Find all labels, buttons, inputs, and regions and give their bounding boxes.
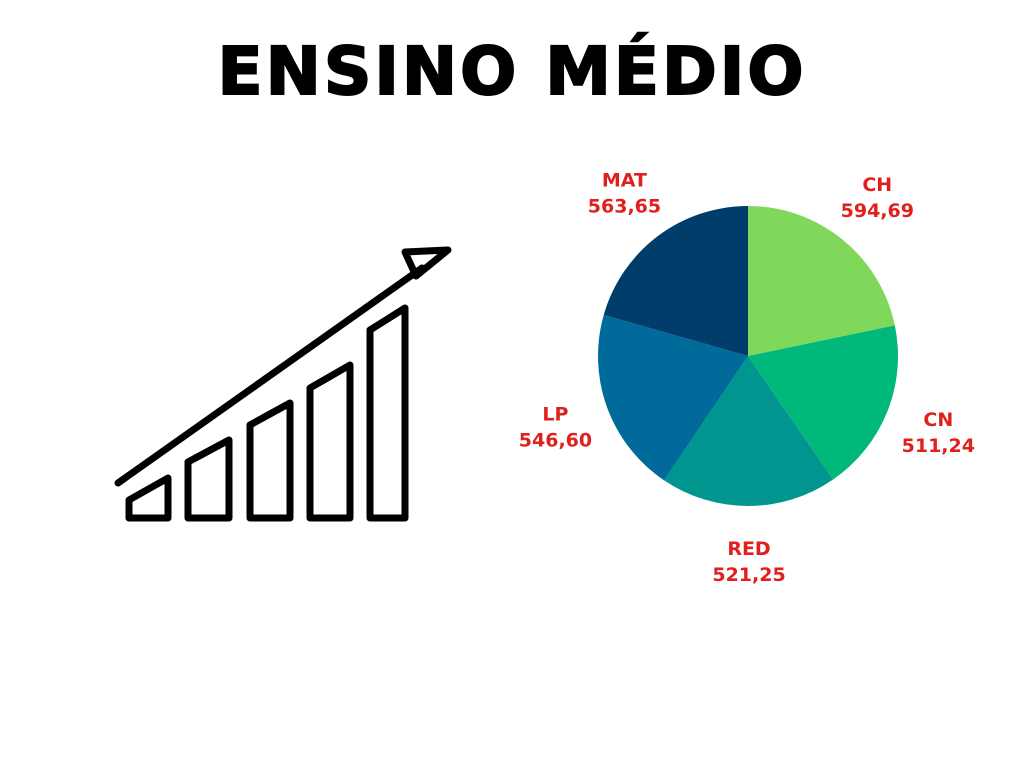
pie-slice-mat [603, 206, 748, 356]
pie-label-lp: LP 546,60 [519, 403, 592, 451]
pie-label-value: 546,60 [519, 429, 592, 451]
growth-arrowhead [401, 246, 452, 280]
pie-label-name: LP [542, 403, 568, 425]
pie-label-value: 511,24 [902, 435, 975, 457]
growth-bar-3 [246, 399, 294, 522]
pie-label-mat: MAT 563,65 [588, 169, 661, 217]
pie-label-name: RED [727, 538, 770, 560]
growth-bar-5 [366, 304, 409, 522]
pie-slice-cn [748, 325, 898, 480]
pie-label-red: RED 521,25 [712, 538, 785, 586]
growth-trend-line [114, 264, 426, 487]
pie-label-name: CH [862, 174, 892, 196]
pie-label-name: CN [923, 409, 953, 431]
growth-bar-4 [306, 361, 354, 522]
pie-slice-ch [748, 206, 895, 356]
pie-label-value: 521,25 [712, 564, 785, 586]
growth-bar-1 [125, 474, 172, 522]
bar-growth-arrow-icon [114, 246, 452, 522]
page-title: ENSINO MÉDIO [217, 32, 807, 111]
growth-bar-2 [184, 436, 233, 522]
pie-label-value: 563,65 [588, 195, 661, 217]
pie-slice-red [664, 356, 834, 506]
pie-labels: CH 594,69 CN 511,24 RED 521,25 LP 546,60 MAT 563,… [519, 169, 975, 586]
pie-label-cn: CN 511,24 [902, 409, 975, 457]
pie-slices [597, 206, 898, 506]
pie-label-name: MAT [602, 169, 647, 191]
pie-label-ch: CH 594,69 [841, 174, 914, 222]
pie-label-value: 594,69 [841, 200, 914, 222]
pie-slice-lp [597, 314, 748, 481]
